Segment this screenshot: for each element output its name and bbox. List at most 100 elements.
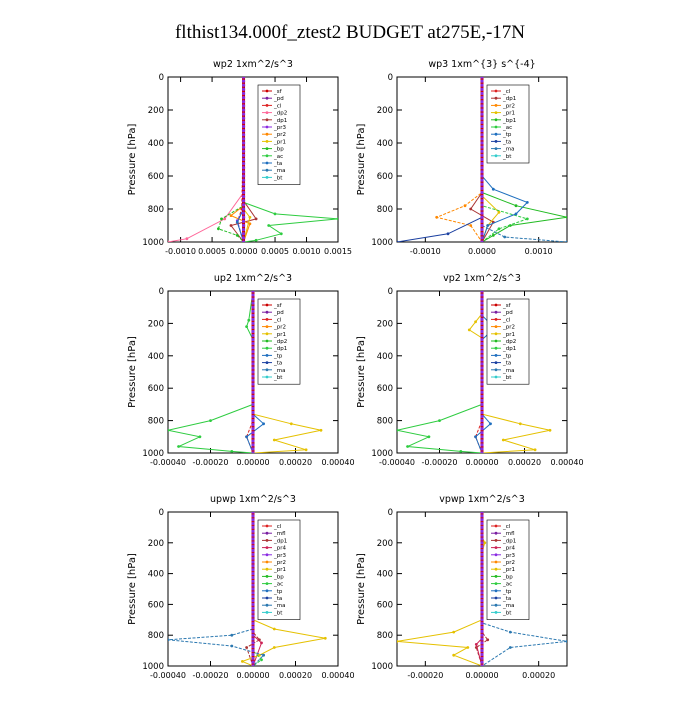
- legend-label: _sf: [502, 303, 512, 309]
- legend-marker: [265, 125, 269, 129]
- x-tick-label: 0.00040: [321, 671, 354, 680]
- zero-profile-marker: [241, 108, 246, 112]
- legend-box: [486, 519, 530, 620]
- zero-profile-marker: [480, 591, 484, 595]
- legend-marker: [494, 89, 498, 93]
- legend-label: _pr1: [273, 567, 286, 573]
- zero-profile-marker: [251, 622, 255, 626]
- x-tick-label: 0.00040: [550, 458, 583, 467]
- legend-label: _pr2: [273, 325, 286, 331]
- chart-title: vpwp 1xm^2/s^3: [439, 494, 525, 505]
- y-tick-label: 0: [388, 508, 393, 518]
- zero-profile-marker: [480, 629, 484, 633]
- legend-label: _ta: [502, 361, 511, 367]
- legend-label: _bp: [273, 574, 284, 580]
- legend-marker: [265, 339, 269, 343]
- y-axis-label: Pressure [hPa]: [127, 553, 138, 625]
- data-point: [258, 653, 261, 657]
- legend-marker: [494, 346, 498, 350]
- series-group: [397, 291, 552, 453]
- series-group: [397, 512, 567, 666]
- x-tick-label: 0.00000: [465, 458, 498, 467]
- x-tick-label: 0.00020: [522, 671, 555, 680]
- zero-profile-marker: [480, 91, 484, 96]
- legend-marker: [494, 118, 498, 122]
- zero-profile-marker: [480, 133, 484, 137]
- legend-label: _dp1: [502, 538, 516, 544]
- data-point: [272, 646, 276, 649]
- zero-profile-marker: [251, 512, 255, 514]
- zero-profile-marker: [480, 382, 484, 386]
- zero-profile-marker: [480, 236, 484, 240]
- zero-profile-marker: [480, 305, 484, 309]
- zero-profile-marker: [480, 223, 484, 228]
- x-tick-label: -0.00020: [193, 458, 229, 467]
- zero-profile-marker: [251, 625, 255, 630]
- zero-profile-marker: [480, 346, 484, 350]
- zero-profile-marker: [480, 87, 484, 91]
- legend-box: [257, 84, 301, 185]
- zero-profile-marker: [480, 112, 484, 116]
- zero-profile-marker: [251, 447, 255, 451]
- legend: _sf_pd_cl _pr2_pr1_dp2_dp1_tp _ta_ma_bt: [486, 298, 530, 385]
- chart-title: vp2 1xm^2/s^3: [443, 273, 521, 284]
- zero-profile-marker: [251, 537, 255, 541]
- zero-profile-marker: [241, 100, 246, 104]
- y-tick-label: 800: [377, 631, 393, 641]
- zero-profile-marker: [480, 575, 484, 580]
- legend-marker: [265, 368, 269, 372]
- series-line-pr1: [397, 512, 486, 666]
- zero-profile-marker: [251, 618, 255, 622]
- data-point: [241, 660, 244, 663]
- plot-frame: [167, 76, 339, 243]
- zero-profile-marker: [480, 129, 484, 133]
- legend-marker: [494, 154, 498, 158]
- legend-label: _cl: [273, 317, 282, 323]
- data-point: [525, 217, 529, 221]
- zero-profile-marker: [480, 83, 484, 87]
- data-point: [262, 422, 265, 426]
- data-point: [469, 207, 473, 211]
- zero-profile-marker: [480, 541, 484, 545]
- zero-profile-marker: [480, 664, 484, 666]
- legend-marker: [494, 567, 498, 571]
- data-point: [230, 633, 234, 637]
- zero-profile-marker: [251, 374, 255, 378]
- data-point: [247, 318, 251, 322]
- zero-profile-marker: [241, 83, 246, 87]
- y-tick-label: 200: [148, 319, 164, 329]
- legend-marker: [265, 354, 269, 357]
- x-tick-label: 0.0005: [261, 247, 289, 256]
- zero-profile-marker: [480, 186, 484, 190]
- legend-box: [257, 519, 301, 620]
- legend-label: _ac: [502, 582, 512, 588]
- x-tick-label: -0.00040: [150, 458, 186, 467]
- y-tick-label: 200: [377, 319, 393, 329]
- zero-profile-marker: [480, 435, 484, 439]
- legend-marker: [265, 140, 269, 143]
- chart-panel-4: vp2 1xm^2/s^3 Pressure [hPa] 0 200 400 600 800…: [356, 273, 584, 467]
- legend-marker: [494, 575, 498, 578]
- legend-label: _pr1: [502, 332, 515, 338]
- legend-marker: [265, 118, 269, 122]
- data-point: [486, 638, 490, 642]
- zero-profile-marker: [251, 309, 255, 313]
- zero-profile-marker: [251, 587, 255, 591]
- zero-profile-marker: [480, 447, 484, 451]
- zero-profile-marker: [241, 199, 246, 203]
- legend-label: _cl: [502, 317, 511, 323]
- zero-profile-marker: [480, 124, 484, 129]
- legend-marker: [494, 524, 498, 528]
- data-point: [279, 232, 283, 236]
- zero-profile-marker: [480, 614, 484, 618]
- legend-marker: [265, 531, 269, 535]
- data-point: [491, 187, 495, 191]
- zero-profile-marker: [251, 560, 255, 564]
- zero-profile-marker: [480, 568, 484, 572]
- legend-marker: [265, 560, 269, 564]
- zero-profile-marker: [241, 240, 246, 242]
- zero-profile-marker: [480, 564, 484, 568]
- legend: _sf_pd_cl _dp2_dp1_pr3_pr2_pr1 _bp_ac_ta_m…: [257, 84, 301, 185]
- legend-marker: [494, 111, 498, 114]
- zero-profile-marker: [241, 223, 246, 228]
